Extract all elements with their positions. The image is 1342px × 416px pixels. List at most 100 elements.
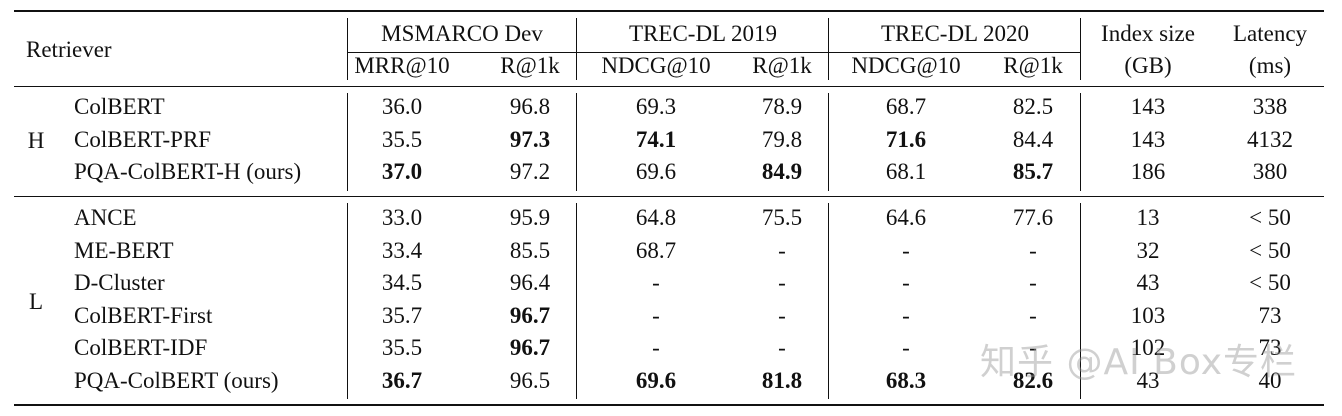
table-cell: 96.5 (509, 368, 551, 393)
bottom-rule (14, 404, 1324, 406)
table-cell: 84.9 (761, 159, 803, 185)
table-cell: < 50 (1249, 270, 1291, 296)
table-cell: 85.5 (509, 237, 551, 263)
table-cell: 96.7 (509, 302, 551, 328)
subcol-header: R@1k (1003, 53, 1063, 78)
latency-header: Latency (1232, 21, 1308, 46)
subcol-header: MRR@10 (354, 53, 450, 78)
table-cell: - (902, 302, 910, 328)
table-cell: - (1029, 270, 1037, 296)
table-cell: - (1029, 237, 1037, 263)
table-cell: - (1029, 335, 1037, 361)
section-label-l: L (28, 289, 44, 314)
table-cell: 35.7 (381, 302, 423, 328)
table-cell: 33.0 (381, 205, 423, 230)
table-cell: 43 (1136, 368, 1160, 393)
latency-unit: (ms) (1248, 53, 1292, 78)
table-cell: 82.5 (1012, 94, 1054, 119)
table-cell: - (902, 335, 910, 361)
table-cell: 338 (1252, 94, 1288, 119)
group-underline-trec2019 (577, 52, 828, 53)
retriever-name: ME-BERT (74, 237, 174, 263)
table-cell: - (652, 302, 660, 328)
table-cell: 96.8 (509, 94, 551, 119)
group-header-trec2020: TREC-DL 2020 (881, 21, 1029, 46)
vrule-l-1 (347, 203, 349, 399)
table-cell: 73 (1258, 302, 1282, 328)
table-cell: 68.3 (885, 368, 927, 393)
header-rule (14, 86, 1324, 88)
vrule-h-3 (828, 93, 830, 191)
vrule-l-4 (1080, 203, 1082, 399)
index-size-header: Index size (1101, 21, 1195, 46)
table-cell: 95.9 (509, 205, 551, 230)
watermark-text: 知乎 @AI Box专栏 (980, 342, 1298, 383)
table-cell: - (902, 237, 910, 263)
table-cell: < 50 (1249, 205, 1291, 230)
table-cell: 35.5 (381, 335, 423, 361)
table-cell: - (1029, 302, 1037, 328)
table-cell: 75.5 (761, 205, 803, 230)
table-cell: 69.3 (635, 94, 677, 119)
table-cell: 32 (1136, 237, 1160, 263)
table-cell: 13 (1136, 205, 1160, 230)
table-cell: 84.4 (1012, 126, 1054, 152)
table-cell: 79.8 (761, 126, 803, 152)
table-cell: 68.7 (635, 237, 677, 263)
table-cell: 380 (1252, 159, 1288, 185)
index-size-unit: (GB) (1124, 53, 1172, 78)
vrule-l-2 (576, 203, 578, 399)
table-cell: 97.3 (509, 126, 551, 152)
table-cell: 82.6 (1012, 368, 1054, 393)
table-cell: 43 (1136, 270, 1160, 296)
retriever-name: ColBERT-IDF (74, 335, 208, 361)
table-cell: 68.1 (885, 159, 927, 185)
group-header-msmarco: MSMARCO Dev (381, 21, 543, 46)
table-cell: 33.4 (381, 237, 423, 263)
table-cell: 96.7 (509, 335, 551, 361)
table-cell: 186 (1130, 159, 1166, 185)
vrule-h-4 (1080, 93, 1082, 191)
table-cell: 37.0 (381, 159, 423, 185)
table-cell: 34.5 (381, 270, 423, 296)
retriever-name: D-Cluster (74, 270, 165, 296)
group-underline-msmarco (348, 52, 576, 53)
retriever-name: ColBERT (74, 94, 165, 119)
table-cell: - (778, 270, 786, 296)
table-cell: 96.4 (509, 270, 551, 296)
table-cell: 85.7 (1012, 159, 1054, 185)
subcol-header: R@1k (752, 53, 812, 78)
vrule-h-2 (576, 93, 578, 191)
vrule-header-2 (576, 18, 578, 80)
subcol-header: R@1k (500, 53, 560, 78)
group-underline-trec2020 (829, 52, 1081, 53)
retriever-name: ANCE (74, 205, 137, 230)
vrule-header-1 (347, 18, 349, 80)
vrule-l-3 (828, 203, 830, 399)
table-cell: 36.0 (381, 94, 423, 119)
table-cell: 40 (1258, 368, 1282, 393)
table-cell: - (778, 335, 786, 361)
table-cell: - (652, 270, 660, 296)
vrule-header-3 (828, 18, 830, 80)
table-cell: 143 (1130, 126, 1166, 152)
subcol-header: NDCG@10 (601, 53, 711, 78)
table-cell: 74.1 (635, 126, 677, 152)
table-cell: 81.8 (761, 368, 803, 393)
table-cell: 68.7 (885, 94, 927, 119)
table-cell: 103 (1130, 302, 1166, 328)
group-header-trec2019: TREC-DL 2019 (629, 21, 777, 46)
table-cell: 143 (1130, 94, 1166, 119)
table-cell: 35.5 (381, 126, 423, 152)
retriever-name: PQA-ColBERT-H (ours) (74, 159, 302, 185)
table-cell: 36.7 (381, 368, 423, 393)
retriever-name: ColBERT-First (74, 302, 213, 328)
table-cell: - (902, 270, 910, 296)
top-rule (14, 10, 1324, 12)
table-cell: 77.6 (1012, 205, 1054, 230)
table-cell: - (652, 335, 660, 361)
retriever-header: Retriever (26, 37, 112, 62)
table-cell: 73 (1258, 335, 1282, 361)
table-cell: 64.6 (885, 205, 927, 230)
